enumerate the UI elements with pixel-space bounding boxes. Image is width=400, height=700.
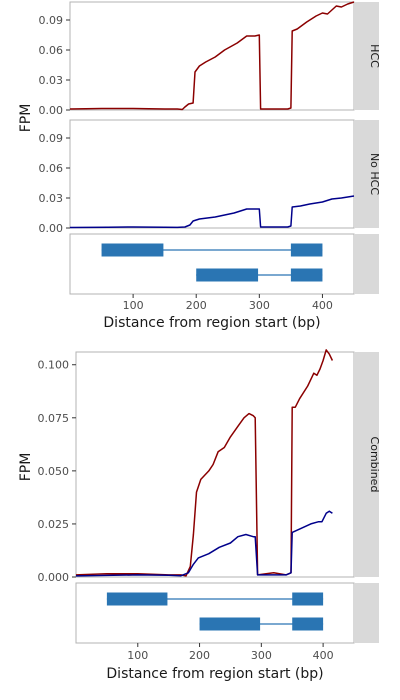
series-line-1-0-0 — [75, 349, 334, 577]
y-tick-label: 0.03 — [39, 74, 64, 87]
y-tick-label: 0.00 — [39, 222, 64, 235]
x-tick-label: 400 — [312, 299, 333, 312]
plot-panel-0-1 — [69, 119, 355, 229]
x-axis-title: Distance from region start (bp) — [103, 315, 320, 331]
facet-label: No HCC — [368, 153, 381, 195]
exon-box — [290, 243, 323, 257]
y-tick-label: 0.03 — [39, 192, 64, 205]
gene-model-panel — [69, 233, 355, 295]
y-tick-label: 0.06 — [39, 162, 64, 175]
series-line-0-0-0 — [69, 1, 355, 111]
gene-model-panel — [75, 582, 355, 644]
facet-strip-0-0 — [355, 2, 379, 110]
x-tick-label: 200 — [189, 649, 210, 662]
exon-box — [292, 617, 324, 631]
x-tick-label: 300 — [251, 649, 272, 662]
x-tick-label: 300 — [249, 299, 270, 312]
x-tick-label: 100 — [123, 299, 144, 312]
plot-panel-0-0 — [69, 1, 355, 111]
plot-panel-1-0 — [75, 351, 355, 578]
y-tick-label: 0.00 — [39, 104, 64, 117]
x-tick-label: 400 — [313, 649, 334, 662]
x-tick-label: 100 — [127, 649, 148, 662]
exon-box — [292, 592, 324, 606]
y-tick-label: 0.075 — [38, 412, 70, 425]
y-tick-label: 0.100 — [38, 359, 70, 372]
exon-box — [101, 243, 164, 257]
y-tick-label: 0.09 — [39, 14, 64, 27]
gene-model-strip — [355, 583, 379, 643]
y-tick-label: 0.050 — [38, 465, 70, 478]
x-tick-label: 200 — [186, 299, 207, 312]
facet-label: Combined — [368, 437, 381, 493]
facet-strip-1-0 — [355, 352, 379, 577]
gene-model-strip — [355, 234, 379, 294]
facet-strip-0-1 — [355, 120, 379, 228]
exon-box — [290, 268, 323, 282]
y-axis-title: FPM — [18, 104, 34, 133]
y-tick-label: 0.000 — [38, 571, 70, 584]
exon-box — [106, 592, 168, 606]
x-axis-title: Distance from region start (bp) — [106, 666, 323, 682]
facet-label: HCC — [368, 44, 381, 68]
y-tick-label: 0.025 — [38, 518, 70, 531]
exon-box — [199, 617, 261, 631]
exon-box — [196, 268, 259, 282]
y-tick-label: 0.06 — [39, 44, 64, 57]
y-axis-title: FPM — [18, 453, 34, 482]
series-line-1-0-1 — [75, 510, 333, 577]
series-line-0-1-0 — [69, 195, 355, 229]
y-tick-label: 0.09 — [39, 132, 64, 145]
